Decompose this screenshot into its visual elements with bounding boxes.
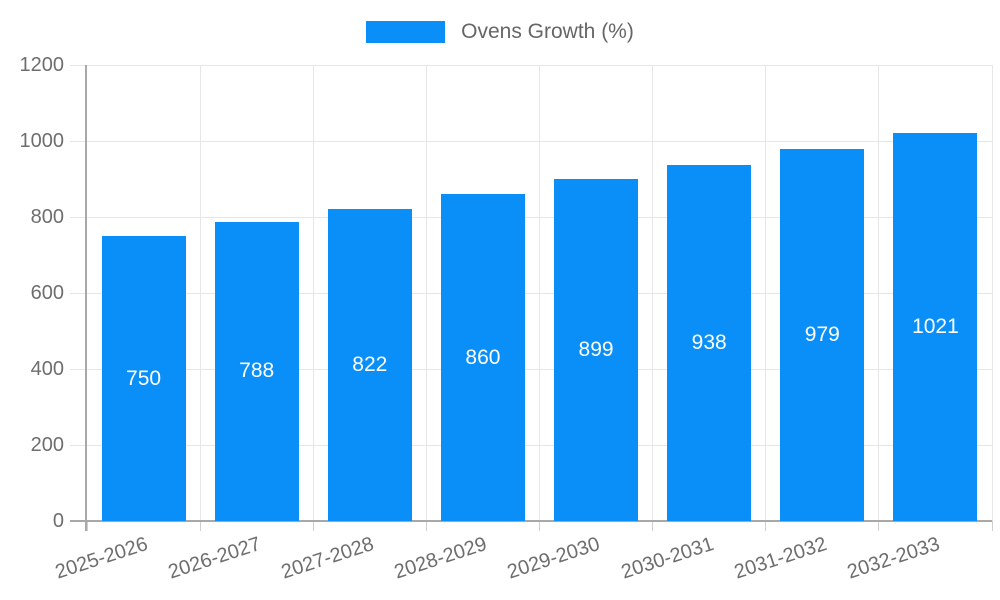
x-gridline (652, 65, 654, 521)
x-tick-mark (765, 521, 767, 531)
bar-value-label: 750 (126, 366, 162, 390)
legend-swatch-icon (366, 21, 446, 43)
x-tick-mark (652, 521, 654, 531)
bar[interactable] (214, 221, 299, 521)
x-tick-mark (312, 521, 314, 531)
x-gridline (539, 65, 540, 521)
y-tick-label: 1200 (19, 54, 65, 76)
x-gridline (425, 65, 427, 521)
x-gridline (199, 65, 201, 521)
x-tick-label-anchor: 2031-2032 (727, 533, 829, 583)
x-tick-label: 2029-2030 (505, 533, 603, 584)
bar-value-label: 899 (578, 338, 614, 362)
bar[interactable] (101, 236, 186, 521)
y-gridline (70, 444, 992, 446)
y-gridline (70, 368, 992, 370)
bar-value-label: 788 (239, 359, 275, 383)
bar[interactable] (327, 208, 412, 521)
y-tick-label: 600 (30, 282, 64, 304)
bar-value-label: 938 (691, 330, 727, 354)
x-axis-line (70, 520, 992, 522)
legend: Ovens Growth (%) (0, 20, 1000, 44)
x-tick-label: 2032-2033 (844, 533, 943, 584)
x-tick-label: 2026-2027 (165, 533, 264, 584)
y-tick-label: 200 (30, 434, 64, 456)
x-gridline (878, 65, 880, 521)
y-gridline (70, 292, 992, 294)
y-gridline (70, 216, 992, 218)
y-gridline (70, 140, 992, 142)
x-tick-mark (539, 521, 540, 531)
x-tick-label-anchor: 2028-2029 (387, 533, 490, 583)
x-tick-mark (878, 521, 880, 531)
x-gridline (991, 65, 993, 521)
bar[interactable] (554, 179, 639, 521)
x-tick-label: 2031-2032 (731, 533, 830, 584)
x-tick-label-anchor: 2029-2030 (500, 533, 603, 583)
x-tick-label-anchor: 2030-2031 (614, 533, 716, 583)
x-tick-label: 2030-2031 (618, 533, 716, 584)
x-tick-label: 2027-2028 (278, 533, 377, 584)
bar-value-label: 1021 (912, 315, 959, 338)
y-tick-label: 400 (30, 358, 64, 380)
x-tick-mark (425, 521, 427, 531)
y-tick-label: 0 (52, 510, 64, 532)
legend-item[interactable]: Ovens Growth (%) (366, 20, 634, 44)
x-tick-label: 2028-2029 (391, 533, 490, 584)
x-gridline (312, 65, 314, 521)
x-tick-label-anchor: 2027-2028 (274, 533, 377, 583)
y-tick-label: 800 (30, 206, 64, 228)
bar[interactable] (440, 194, 525, 521)
x-tick-label-anchor: 2025-2026 (48, 533, 151, 583)
bar[interactable] (667, 164, 752, 521)
bar-value-label: 822 (352, 352, 388, 376)
x-tick-mark (991, 521, 993, 531)
bar[interactable] (893, 133, 978, 521)
x-tick-label-anchor: 2026-2027 (161, 533, 264, 583)
bar-value-label: 860 (465, 345, 501, 369)
y-gridline (70, 64, 992, 66)
y-tick-label: 1000 (19, 130, 65, 152)
x-tick-label-anchor: 2032-2033 (840, 533, 942, 583)
x-tick-label: 2025-2026 (52, 533, 151, 584)
x-tick-mark (199, 521, 201, 531)
legend-label: Ovens Growth (%) (461, 20, 634, 43)
x-tick-mark (86, 521, 88, 531)
bar[interactable] (780, 148, 865, 521)
x-gridline (765, 65, 767, 521)
y-axis-line (85, 65, 87, 531)
bar-value-label: 979 (804, 322, 840, 346)
